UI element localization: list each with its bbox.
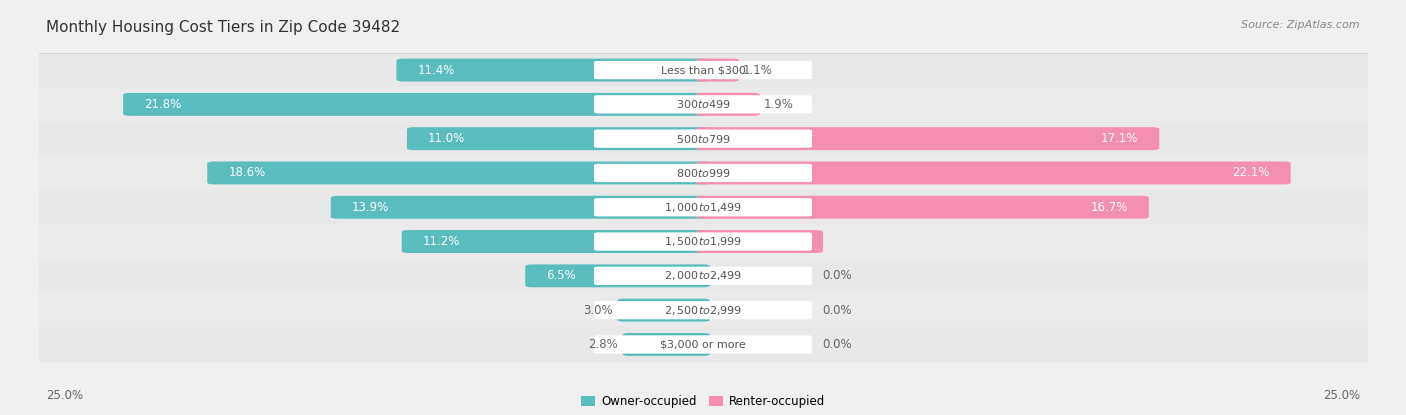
Text: Monthly Housing Cost Tiers in Zip Code 39482: Monthly Housing Cost Tiers in Zip Code 3… [46,20,401,35]
FancyBboxPatch shape [406,127,710,150]
Bar [39,156,1367,190]
Bar [39,87,1367,122]
Text: Source: ZipAtlas.com: Source: ZipAtlas.com [1241,20,1360,30]
Legend: Owner-occupied, Renter-occupied: Owner-occupied, Renter-occupied [576,390,830,413]
Text: $300 to $499: $300 to $499 [675,98,731,110]
Text: 18.6%: 18.6% [228,166,266,179]
Text: $1,000 to $1,499: $1,000 to $1,499 [664,201,742,214]
FancyBboxPatch shape [124,93,710,116]
FancyBboxPatch shape [593,61,813,79]
Text: 21.8%: 21.8% [145,98,181,111]
Text: 11.2%: 11.2% [423,235,460,248]
Text: 2.8%: 2.8% [589,338,619,351]
Text: 6.5%: 6.5% [546,269,576,282]
FancyBboxPatch shape [617,299,710,322]
Text: 3.0%: 3.0% [583,304,613,317]
FancyBboxPatch shape [593,232,813,251]
Text: 4.3%: 4.3% [772,235,801,248]
Bar [39,225,1367,259]
FancyBboxPatch shape [593,164,813,182]
Bar [39,122,1367,156]
FancyBboxPatch shape [396,59,710,81]
Bar [39,190,1367,225]
Text: $500 to $799: $500 to $799 [675,133,731,145]
Text: 0.0%: 0.0% [821,304,852,317]
Text: 0.0%: 0.0% [821,338,852,351]
Text: 0.0%: 0.0% [821,269,852,282]
FancyBboxPatch shape [623,333,710,356]
FancyBboxPatch shape [696,93,759,116]
FancyBboxPatch shape [593,335,813,354]
Text: 11.4%: 11.4% [418,63,454,76]
Bar [39,327,1367,361]
Text: 22.1%: 22.1% [1232,166,1270,179]
Text: $800 to $999: $800 to $999 [675,167,731,179]
FancyBboxPatch shape [696,196,1149,219]
FancyBboxPatch shape [593,301,813,319]
Text: 25.0%: 25.0% [46,389,83,402]
Text: $1,500 to $1,999: $1,500 to $1,999 [664,235,742,248]
FancyBboxPatch shape [207,161,710,184]
Bar [39,53,1367,87]
Text: $2,500 to $2,999: $2,500 to $2,999 [664,304,742,317]
FancyBboxPatch shape [330,196,710,219]
Text: $3,000 or more: $3,000 or more [661,339,745,349]
Bar [39,259,1367,293]
FancyBboxPatch shape [696,230,823,253]
Text: Less than $300: Less than $300 [661,65,745,75]
FancyBboxPatch shape [696,127,1160,150]
FancyBboxPatch shape [593,198,813,216]
Bar [39,293,1367,327]
FancyBboxPatch shape [593,129,813,148]
Text: 13.9%: 13.9% [352,201,389,214]
FancyBboxPatch shape [696,59,740,81]
Text: 16.7%: 16.7% [1091,201,1128,214]
Text: $2,000 to $2,499: $2,000 to $2,499 [664,269,742,282]
FancyBboxPatch shape [402,230,710,253]
FancyBboxPatch shape [593,267,813,285]
Text: 25.0%: 25.0% [1323,389,1360,402]
Text: 11.0%: 11.0% [427,132,465,145]
FancyBboxPatch shape [526,264,710,287]
Text: 17.1%: 17.1% [1101,132,1139,145]
Text: 1.1%: 1.1% [744,63,773,76]
Text: 1.9%: 1.9% [763,98,794,111]
FancyBboxPatch shape [696,161,1291,184]
FancyBboxPatch shape [593,95,813,113]
